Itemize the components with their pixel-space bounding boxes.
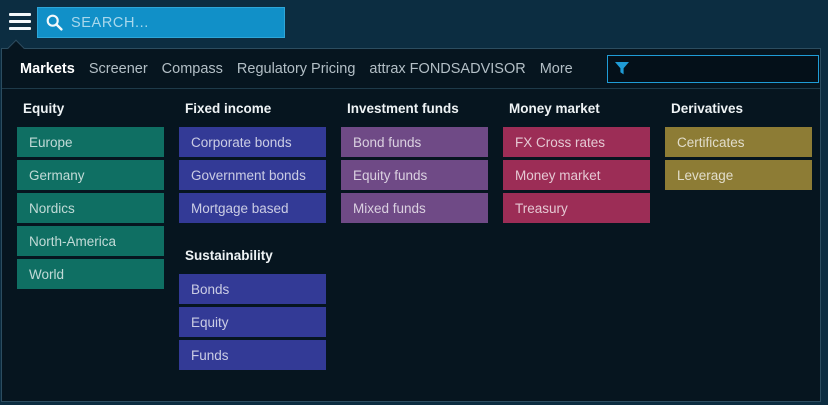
- search-icon: [46, 14, 63, 31]
- menu-button-leverage[interactable]: Leverage: [665, 160, 812, 190]
- section-title-label: Money market: [509, 101, 600, 116]
- section-title-label: Sustainability: [185, 248, 273, 263]
- nav-tab-more[interactable]: More: [540, 61, 593, 77]
- menu-section-sustainability: Sustainability Bonds Equity Funds: [179, 247, 326, 370]
- nav-tab-regulatory-pricing[interactable]: Regulatory Pricing: [237, 61, 355, 77]
- search-input[interactable]: [71, 14, 276, 31]
- top-bar: [0, 0, 828, 46]
- nav-tab-attrax-fondsadvisor[interactable]: attrax FONDSADVISOR: [369, 61, 525, 77]
- section-title: Derivatives: [671, 100, 810, 117]
- menu-button-funds[interactable]: Funds: [179, 340, 326, 370]
- menu-button-equity[interactable]: Equity: [179, 307, 326, 337]
- filter-funnel-icon: [614, 62, 629, 75]
- menu-section-investment-funds: Investment funds Bond funds Equity funds Mi…: [341, 100, 488, 223]
- chevron-down-icon[interactable]: [795, 104, 810, 114]
- nav-tab-compass[interactable]: Compass: [162, 61, 223, 77]
- menu-button-europe[interactable]: Europe: [17, 127, 164, 157]
- menu-button-government-bonds[interactable]: Government bonds: [179, 160, 326, 190]
- menu-button-germany[interactable]: Germany: [17, 160, 164, 190]
- nav-tab-label: Screener: [88, 60, 148, 77]
- menu-button-fx-cross-rates[interactable]: FX Cross rates: [503, 127, 650, 157]
- nav-tab-screener[interactable]: Screener: [89, 61, 148, 77]
- section-title-label: Fixed income: [185, 101, 272, 116]
- menu-column: Investment funds Bond funds Equity funds Mi…: [341, 100, 488, 373]
- menu-button-north-america[interactable]: North-America: [17, 226, 164, 256]
- hamburger-menu-icon[interactable]: [9, 13, 31, 30]
- menu-button-equity-funds[interactable]: Equity funds: [341, 160, 488, 190]
- filter-input[interactable]: [634, 61, 811, 76]
- nav-tab-label: More: [539, 60, 573, 77]
- section-title: Investment funds: [347, 100, 486, 117]
- section-title-label: Equity: [23, 101, 65, 116]
- nav-tab-label: Markets: [20, 60, 75, 77]
- nav-tabs-row: Markets Screener Compass Regulatory Pricing…: [2, 49, 820, 89]
- section-title: Equity: [23, 100, 162, 117]
- markets-dropdown-panel: Markets Screener Compass Regulatory Pricing…: [1, 39, 821, 402]
- menu-column: Money market FX Cross rates Money market Tr…: [503, 100, 650, 373]
- section-title-label: Derivatives: [671, 101, 744, 116]
- section-title-label: Investment funds: [347, 101, 459, 116]
- menu-button-bonds[interactable]: Bonds: [179, 274, 326, 304]
- search-box[interactable]: [37, 7, 285, 38]
- menu-columns: Equity Europe Germany Nordics North-America W…: [2, 89, 820, 373]
- chevron-down-icon: [580, 65, 593, 74]
- nav-tab-label: Regulatory Pricing: [236, 60, 356, 77]
- nav-tab-markets[interactable]: Markets: [20, 61, 75, 77]
- menu-button-certificates[interactable]: Certificates: [665, 127, 812, 157]
- section-title: Money market: [509, 100, 648, 117]
- menu-button-mixed-funds[interactable]: Mixed funds: [341, 193, 488, 223]
- menu-button-bond-funds[interactable]: Bond funds: [341, 127, 488, 157]
- menu-column: Derivatives Certificates Leverage: [665, 100, 812, 373]
- menu-button-nordics[interactable]: Nordics: [17, 193, 164, 223]
- menu-column: Fixed income Corporate bonds Government bo…: [179, 100, 326, 373]
- menu-column: Equity Europe Germany Nordics North-America W…: [17, 100, 164, 373]
- menu-button-treasury[interactable]: Treasury: [503, 193, 650, 223]
- menu-button-world[interactable]: World: [17, 259, 164, 289]
- menu-section-derivatives: Derivatives Certificates Leverage: [665, 100, 812, 190]
- menu-button-mortgage-based[interactable]: Mortgage based: [179, 193, 326, 223]
- filter-box[interactable]: [606, 54, 819, 83]
- menu-section-fixed-income: Fixed income Corporate bonds Government bo…: [179, 100, 326, 223]
- nav-tab-label: attrax FONDSADVISOR: [369, 60, 526, 77]
- menu-button-corporate-bonds[interactable]: Corporate bonds: [179, 127, 326, 157]
- menu-button-money-market[interactable]: Money market: [503, 160, 650, 190]
- nav-tab-label: Compass: [161, 60, 223, 77]
- section-title: Fixed income: [185, 100, 324, 117]
- section-title: Sustainability: [185, 247, 324, 264]
- menu-section-equity: Equity Europe Germany Nordics North-America W…: [17, 100, 164, 289]
- menu-section-money-market: Money market FX Cross rates Money market Tr…: [503, 100, 650, 223]
